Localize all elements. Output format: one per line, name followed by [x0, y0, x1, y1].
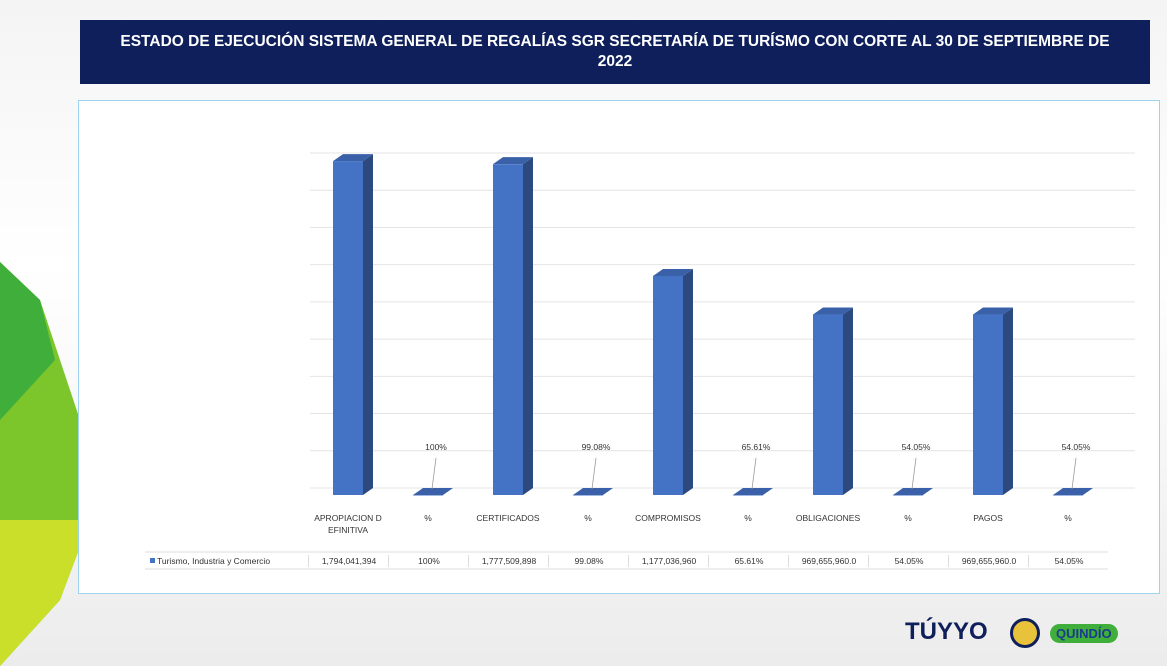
table-value: 54.05%: [868, 555, 949, 567]
bar-top: [973, 307, 1013, 315]
data-label: 99.08%: [582, 442, 611, 452]
table-header: CERTIFICADOS: [476, 513, 540, 523]
leader-line: [1071, 457, 1077, 490]
bar: [573, 494, 603, 496]
table-header: %: [1064, 513, 1072, 523]
bar: [1053, 495, 1083, 496]
seal: [1010, 618, 1040, 648]
bar-side: [523, 157, 533, 495]
bar-side: [843, 307, 853, 495]
bar: [333, 161, 363, 496]
legend-label: Turismo, Industria y Comercio: [157, 556, 271, 566]
bar-side: [683, 268, 693, 495]
table-value: 969,655,960.0: [788, 555, 869, 567]
leaf: [0, 262, 55, 420]
leader-line: [911, 457, 917, 490]
table-value: 65.61%: [708, 555, 789, 567]
chart-title: ESTADO DE EJECUCIÓN SISTEMA GENERAL DE R…: [80, 20, 1150, 84]
table-value: 54.05%: [1028, 555, 1109, 567]
bar-top: [413, 487, 453, 495]
bar-top: [653, 268, 693, 276]
table-value: 99.08%: [548, 555, 629, 567]
bar: [973, 314, 1003, 495]
logo: TÚYYO: [905, 618, 988, 645]
bar: [893, 495, 923, 496]
data-label: 54.05%: [1062, 442, 1091, 452]
bar: [653, 275, 683, 495]
bar-top: [893, 488, 933, 495]
table-header: %: [584, 513, 592, 523]
bar-side: [363, 154, 373, 496]
leader-line: [751, 457, 757, 490]
bar-top: [493, 157, 533, 165]
table-header: APROPIACION DEFINITIVA: [314, 513, 382, 535]
bar-top: [733, 488, 773, 495]
table-header: PAGOS: [973, 513, 1003, 523]
bar-top: [573, 487, 613, 495]
leader-line: [591, 457, 597, 490]
leaf: [0, 520, 90, 666]
bar: [733, 495, 763, 496]
logo: QUINDÍO: [1050, 624, 1118, 643]
table-header: %: [904, 513, 912, 523]
data-label: 54.05%: [902, 442, 931, 452]
bar-top: [813, 307, 853, 315]
table-header: %: [424, 513, 432, 523]
bar: [493, 164, 523, 495]
table-value: 100%: [388, 555, 469, 567]
leader-line: [431, 457, 437, 490]
data-label: 65.61%: [742, 442, 771, 452]
table-value: 1,794,041,394: [308, 555, 389, 567]
bar: [813, 314, 843, 495]
table-value: 1,177,036,960: [628, 555, 709, 567]
table-value: 1,777,509,898: [468, 555, 549, 567]
legend-key: [150, 558, 155, 563]
table-header: COMPROMISOS: [635, 513, 701, 523]
data-label: 100%: [425, 442, 447, 452]
table-header: OBLIGACIONES: [795, 513, 861, 523]
table-value: 969,655,960.0: [948, 555, 1029, 567]
bar: [413, 494, 443, 496]
table-header: %: [744, 513, 752, 523]
bar-top: [1053, 488, 1093, 495]
bar-top: [333, 154, 373, 162]
bar-side: [1003, 307, 1013, 495]
